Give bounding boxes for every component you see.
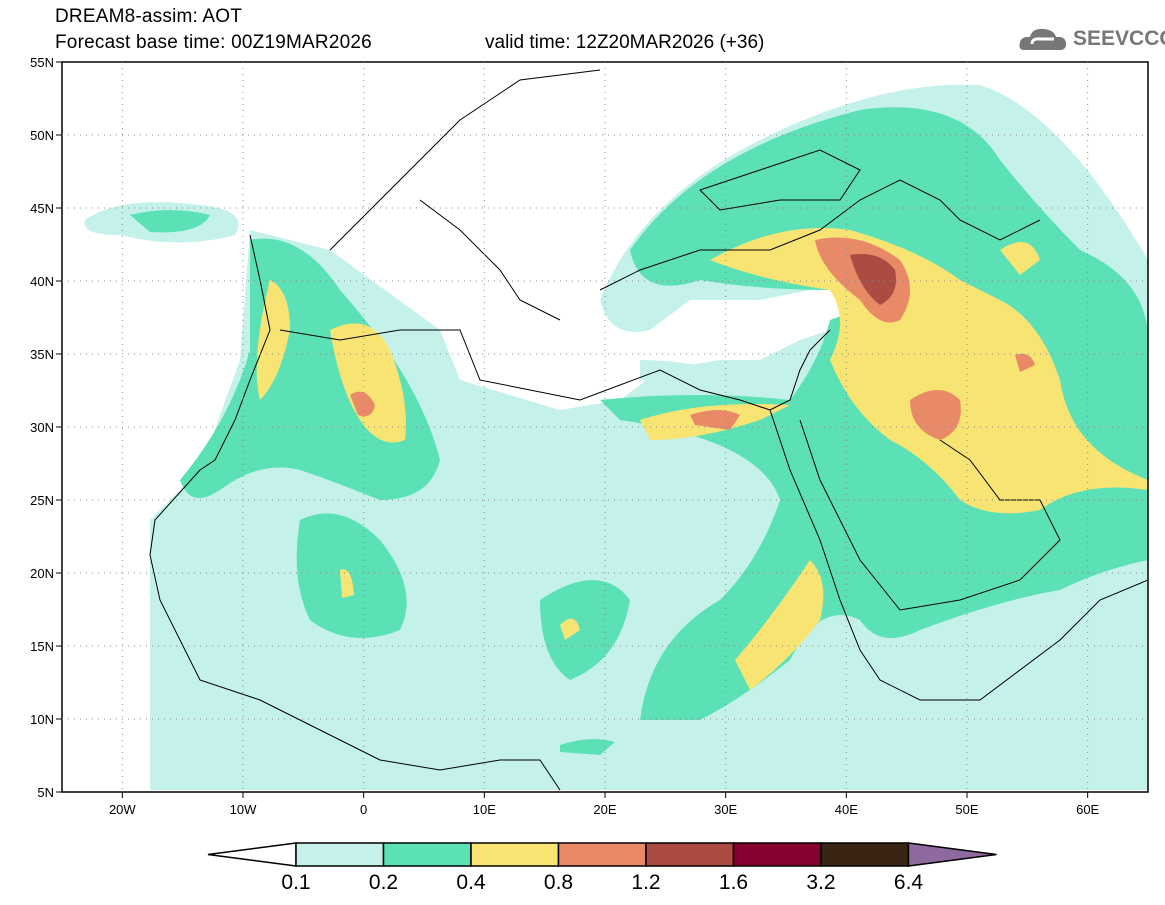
colorbar-level-label: 1.6 <box>719 871 748 894</box>
aot-field <box>84 84 1148 790</box>
logo-text: SEEVCCC <box>1073 27 1165 50</box>
lat-labels: 5N 10N 15N 20N 25N 30N 35N 40N 45N 50N 55N <box>30 55 62 800</box>
colorbar-swatch <box>470 842 560 867</box>
colorbar-level-label: 0.4 <box>456 871 486 894</box>
colorbar-level-label: 0.1 <box>281 871 310 894</box>
lat-label: 55N <box>30 55 54 70</box>
lon-label: 0 <box>360 802 367 817</box>
lat-label: 45N <box>30 201 54 216</box>
colorbar-level-label: 6.4 <box>894 871 924 894</box>
lon-label: 20E <box>593 802 616 817</box>
aot-level-1.2 <box>850 254 896 305</box>
seevccc-logo: SEEVCCC <box>1018 24 1165 54</box>
coastlines <box>149 69 1148 791</box>
colorbar-swatch <box>645 842 735 867</box>
lon-label: 40E <box>835 802 858 817</box>
colorbar-level-label: 3.2 <box>806 871 835 894</box>
lat-label: 50N <box>30 128 54 143</box>
lat-label: 30N <box>30 420 54 435</box>
lon-label: 50E <box>955 802 978 817</box>
lat-label: 40N <box>30 274 54 289</box>
lon-label: 60E <box>1076 802 1099 817</box>
lat-label: 35N <box>30 347 54 362</box>
colorbar-swatch <box>732 842 822 867</box>
base-time: Forecast base time: 00Z19MAR2026 <box>55 32 372 53</box>
chart-title: DREAM8-assim: AOT <box>55 6 243 27</box>
colorbar: 0.1 0.2 0.4 0.8 1.2 1.6 3.2 6.4 <box>207 842 997 894</box>
colorbar-swatch <box>557 842 647 867</box>
lon-label: 10E <box>473 802 496 817</box>
lat-label: 15N <box>30 639 54 654</box>
cloud-icon <box>1019 28 1066 50</box>
colorbar-level-label: 1.2 <box>631 871 660 894</box>
colorbar-swatch <box>295 842 385 867</box>
graticule <box>62 62 1148 792</box>
colorbar-swatch <box>382 842 472 867</box>
colorbar-swatch <box>820 842 910 867</box>
colorbar-lower-arrow <box>207 842 297 867</box>
colorbar-level-label: 0.8 <box>544 871 573 894</box>
lat-label: 10N <box>30 712 54 727</box>
lon-label: 30E <box>714 802 737 817</box>
lon-labels: 20W 10W 0 10E 20E 30E 40E 50E 60E <box>109 792 1100 817</box>
valid-time: valid time: 12Z20MAR2026 (+36) <box>485 32 765 53</box>
lon-label: 10W <box>230 802 257 817</box>
lat-label: 5N <box>37 785 54 800</box>
lat-label: 25N <box>30 493 54 508</box>
colorbar-level-label: 0.2 <box>369 871 398 894</box>
lon-label: 20W <box>109 802 136 817</box>
colorbar-upper-arrow <box>907 842 997 867</box>
lat-label: 20N <box>30 566 54 581</box>
